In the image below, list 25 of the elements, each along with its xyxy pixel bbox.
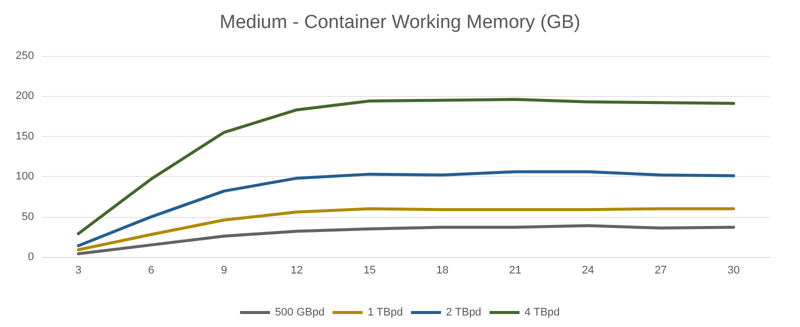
x-tick-label: 21 — [509, 264, 522, 276]
y-tick-label: 0 — [28, 251, 34, 263]
x-tick-label: 18 — [436, 264, 449, 276]
legend-label: 500 GBpd — [275, 306, 325, 318]
x-tick-label: 24 — [582, 264, 594, 276]
legend-label: 1 TBpd — [368, 306, 403, 318]
legend-label: 2 TBpd — [446, 306, 482, 318]
line-series — [76, 98, 736, 236]
x-tick-label: 9 — [220, 264, 228, 276]
y-tick-label: 200 — [16, 90, 34, 102]
line-series — [76, 224, 736, 256]
line-series — [76, 170, 736, 248]
line-series — [76, 207, 736, 252]
y-tick-label: 50 — [22, 210, 34, 223]
x-tick-label: 3 — [75, 264, 82, 276]
legend-label: 4 TBpd — [524, 306, 560, 318]
x-tick-label: 12 — [290, 264, 303, 276]
chart-title: Medium - Container Working Memory (GB) — [220, 12, 580, 33]
y-tick-label: 150 — [16, 130, 34, 142]
x-tick-label: 6 — [148, 264, 154, 276]
x-tick-label: 30 — [727, 264, 740, 276]
x-tick-label: 27 — [654, 264, 667, 276]
y-tick-label: 100 — [16, 170, 34, 183]
x-tick-label: 15 — [363, 264, 376, 276]
y-tick-label: 250 — [16, 50, 34, 62]
